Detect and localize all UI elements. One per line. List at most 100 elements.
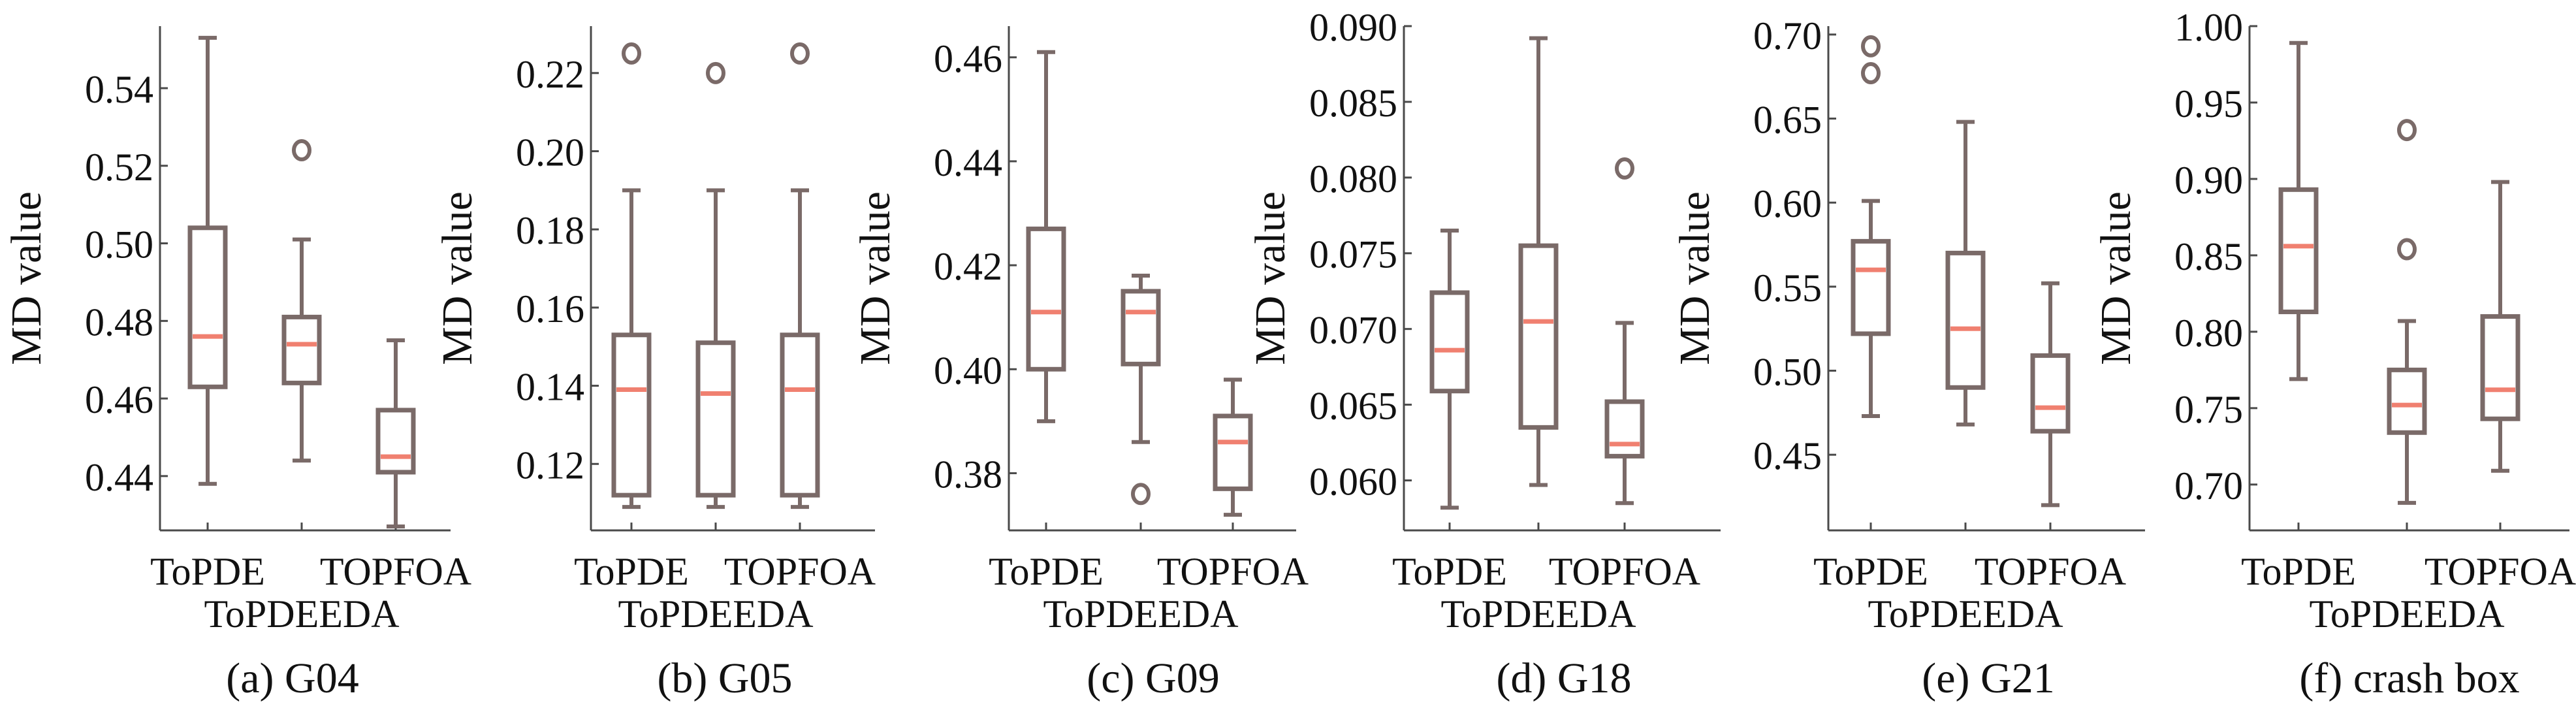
y-tick-label: 0.50	[1753, 351, 1822, 394]
y-tick-label: 0.085	[1309, 82, 1397, 125]
panel-caption: (b) G05	[657, 654, 792, 702]
box-ToPDEEDA	[1945, 120, 1986, 427]
x-category-label: TOPFOA	[1157, 550, 1309, 593]
y-tick-label: 0.16	[516, 287, 584, 331]
x-category-label: ToPDEEDA	[204, 592, 399, 636]
y-tick-label: 1.00	[2174, 6, 2243, 49]
y-tick-label: 0.12	[516, 444, 584, 487]
x-category-label: TOPFOA	[2425, 550, 2576, 593]
x-category-label: ToPDE	[1392, 550, 1507, 593]
iqr-box	[375, 408, 416, 475]
y-tick-label: 0.070	[1309, 309, 1397, 352]
x-category-label: TOPFOA	[320, 550, 471, 593]
panel-5: 0.45 0.50 0.55 0.60 0.65 0.70 MD value ToPDE TOP…	[1671, 14, 2145, 702]
box-ToPDEEDA	[2387, 119, 2427, 505]
iqr-box	[695, 340, 736, 498]
box-ToPDE	[1026, 50, 1066, 423]
y-tick-label: 0.46	[85, 378, 153, 421]
outlier-point	[2397, 238, 2417, 261]
outlier-point	[1861, 62, 1881, 85]
box-ToPDEEDA	[1518, 36, 1559, 487]
y-axis-label: MD value	[851, 191, 899, 365]
y-tick-label: 0.18	[516, 209, 584, 252]
y-tick-label: 0.065	[1309, 385, 1397, 428]
y-axis-label: MD value	[1671, 191, 1719, 365]
outlier-point	[790, 42, 810, 65]
x-category-label: TOPFOA	[1975, 550, 2126, 593]
y-tick-label: 0.42	[934, 245, 1002, 288]
box-ToPDE	[2278, 40, 2319, 381]
y-tick-label: 0.70	[2174, 464, 2243, 508]
panel-2: 0.12 0.14 0.16 0.18 0.20 0.22 MD value ToPDE TOP…	[434, 26, 876, 702]
outlier-point	[622, 42, 641, 65]
x-category-label: TOPFOA	[724, 550, 876, 593]
y-tick-label: 0.54	[85, 68, 153, 111]
iqr-box	[281, 314, 322, 385]
panel-3: 0.38 0.40 0.42 0.44 0.46 MD value ToPDE TOPFOAT…	[851, 26, 1309, 702]
y-tick-label: 0.075	[1309, 233, 1397, 276]
iqr-box	[2387, 367, 2427, 435]
panel-4: 0.060 0.065 0.070 0.075 0.080 0.085 0.090 MD va…	[1247, 6, 1721, 702]
y-tick-label: 0.90	[2174, 159, 2243, 202]
x-category-label: TOPFOA	[1549, 550, 1700, 593]
box-ToPDEEDA	[281, 139, 322, 463]
y-tick-label: 0.44	[85, 456, 153, 499]
outlier-point	[706, 61, 725, 84]
y-tick-label: 0.60	[1753, 182, 1822, 225]
x-category-label: ToPDE	[2241, 550, 2356, 593]
box-ToPDE	[611, 42, 652, 509]
x-category-label: ToPDE	[150, 550, 265, 593]
y-tick-label: 0.80	[2174, 312, 2243, 355]
box-TOPFOA	[2030, 281, 2071, 508]
y-tick-label: 0.22	[516, 53, 584, 96]
panel-caption: (a) G04	[226, 654, 358, 702]
y-axis-label: MD value	[2092, 191, 2140, 365]
iqr-box	[1429, 290, 1470, 394]
y-tick-label: 0.090	[1309, 6, 1397, 49]
iqr-box	[2030, 353, 2071, 434]
box-ToPDE	[1851, 35, 1891, 419]
iqr-box	[1604, 399, 1645, 459]
iqr-box	[1945, 250, 1986, 390]
box-ToPDE	[187, 35, 228, 486]
y-tick-label: 0.060	[1309, 460, 1397, 503]
x-category-label: ToPDEEDA	[618, 592, 813, 636]
y-tick-label: 0.50	[85, 223, 153, 266]
x-category-label: ToPDEEDA	[1440, 592, 1636, 636]
y-tick-label: 0.40	[934, 349, 1002, 392]
y-tick-label: 0.85	[2174, 235, 2243, 278]
y-tick-label: 0.52	[85, 146, 153, 189]
x-category-label: ToPDE	[1813, 550, 1928, 593]
y-axis-label: MD value	[434, 191, 481, 365]
iqr-box	[611, 332, 652, 498]
y-tick-label: 0.46	[934, 37, 1002, 80]
iqr-box	[780, 332, 820, 498]
x-category-label: ToPDEEDA	[2309, 592, 2504, 636]
box-TOPFOA	[1213, 378, 1253, 517]
y-tick-label: 0.48	[85, 300, 153, 344]
y-tick-label: 0.14	[516, 366, 584, 409]
panel-6: 0.70 0.75 0.80 0.85 0.90 0.95 1.00 MD value ToPD…	[2092, 6, 2576, 702]
iqr-box	[187, 225, 228, 389]
box-ToPDEEDA	[1121, 274, 1161, 506]
box-TOPFOA	[1604, 157, 1645, 506]
y-tick-label: 0.65	[1753, 99, 1822, 142]
x-category-label: ToPDEEDA	[1043, 592, 1238, 636]
box-TOPFOA	[2480, 180, 2520, 473]
iqr-box	[2278, 187, 2319, 314]
y-tick-label: 0.75	[2174, 388, 2243, 431]
x-category-label: ToPDEEDA	[1868, 592, 2063, 636]
panel-caption: (c) G09	[1087, 654, 1219, 702]
y-tick-label: 0.38	[934, 453, 1002, 496]
outlier-point	[292, 139, 311, 162]
iqr-box	[1213, 413, 1253, 491]
y-tick-label: 0.70	[1753, 14, 1822, 57]
y-axis-label: MD value	[1247, 191, 1294, 365]
box-ToPDE	[1429, 228, 1470, 510]
panel-caption: (e) G21	[1922, 654, 2054, 702]
outlier-point	[1861, 35, 1881, 57]
y-tick-label: 0.45	[1753, 434, 1822, 477]
x-category-label: ToPDE	[989, 550, 1104, 593]
iqr-box	[1026, 226, 1066, 372]
